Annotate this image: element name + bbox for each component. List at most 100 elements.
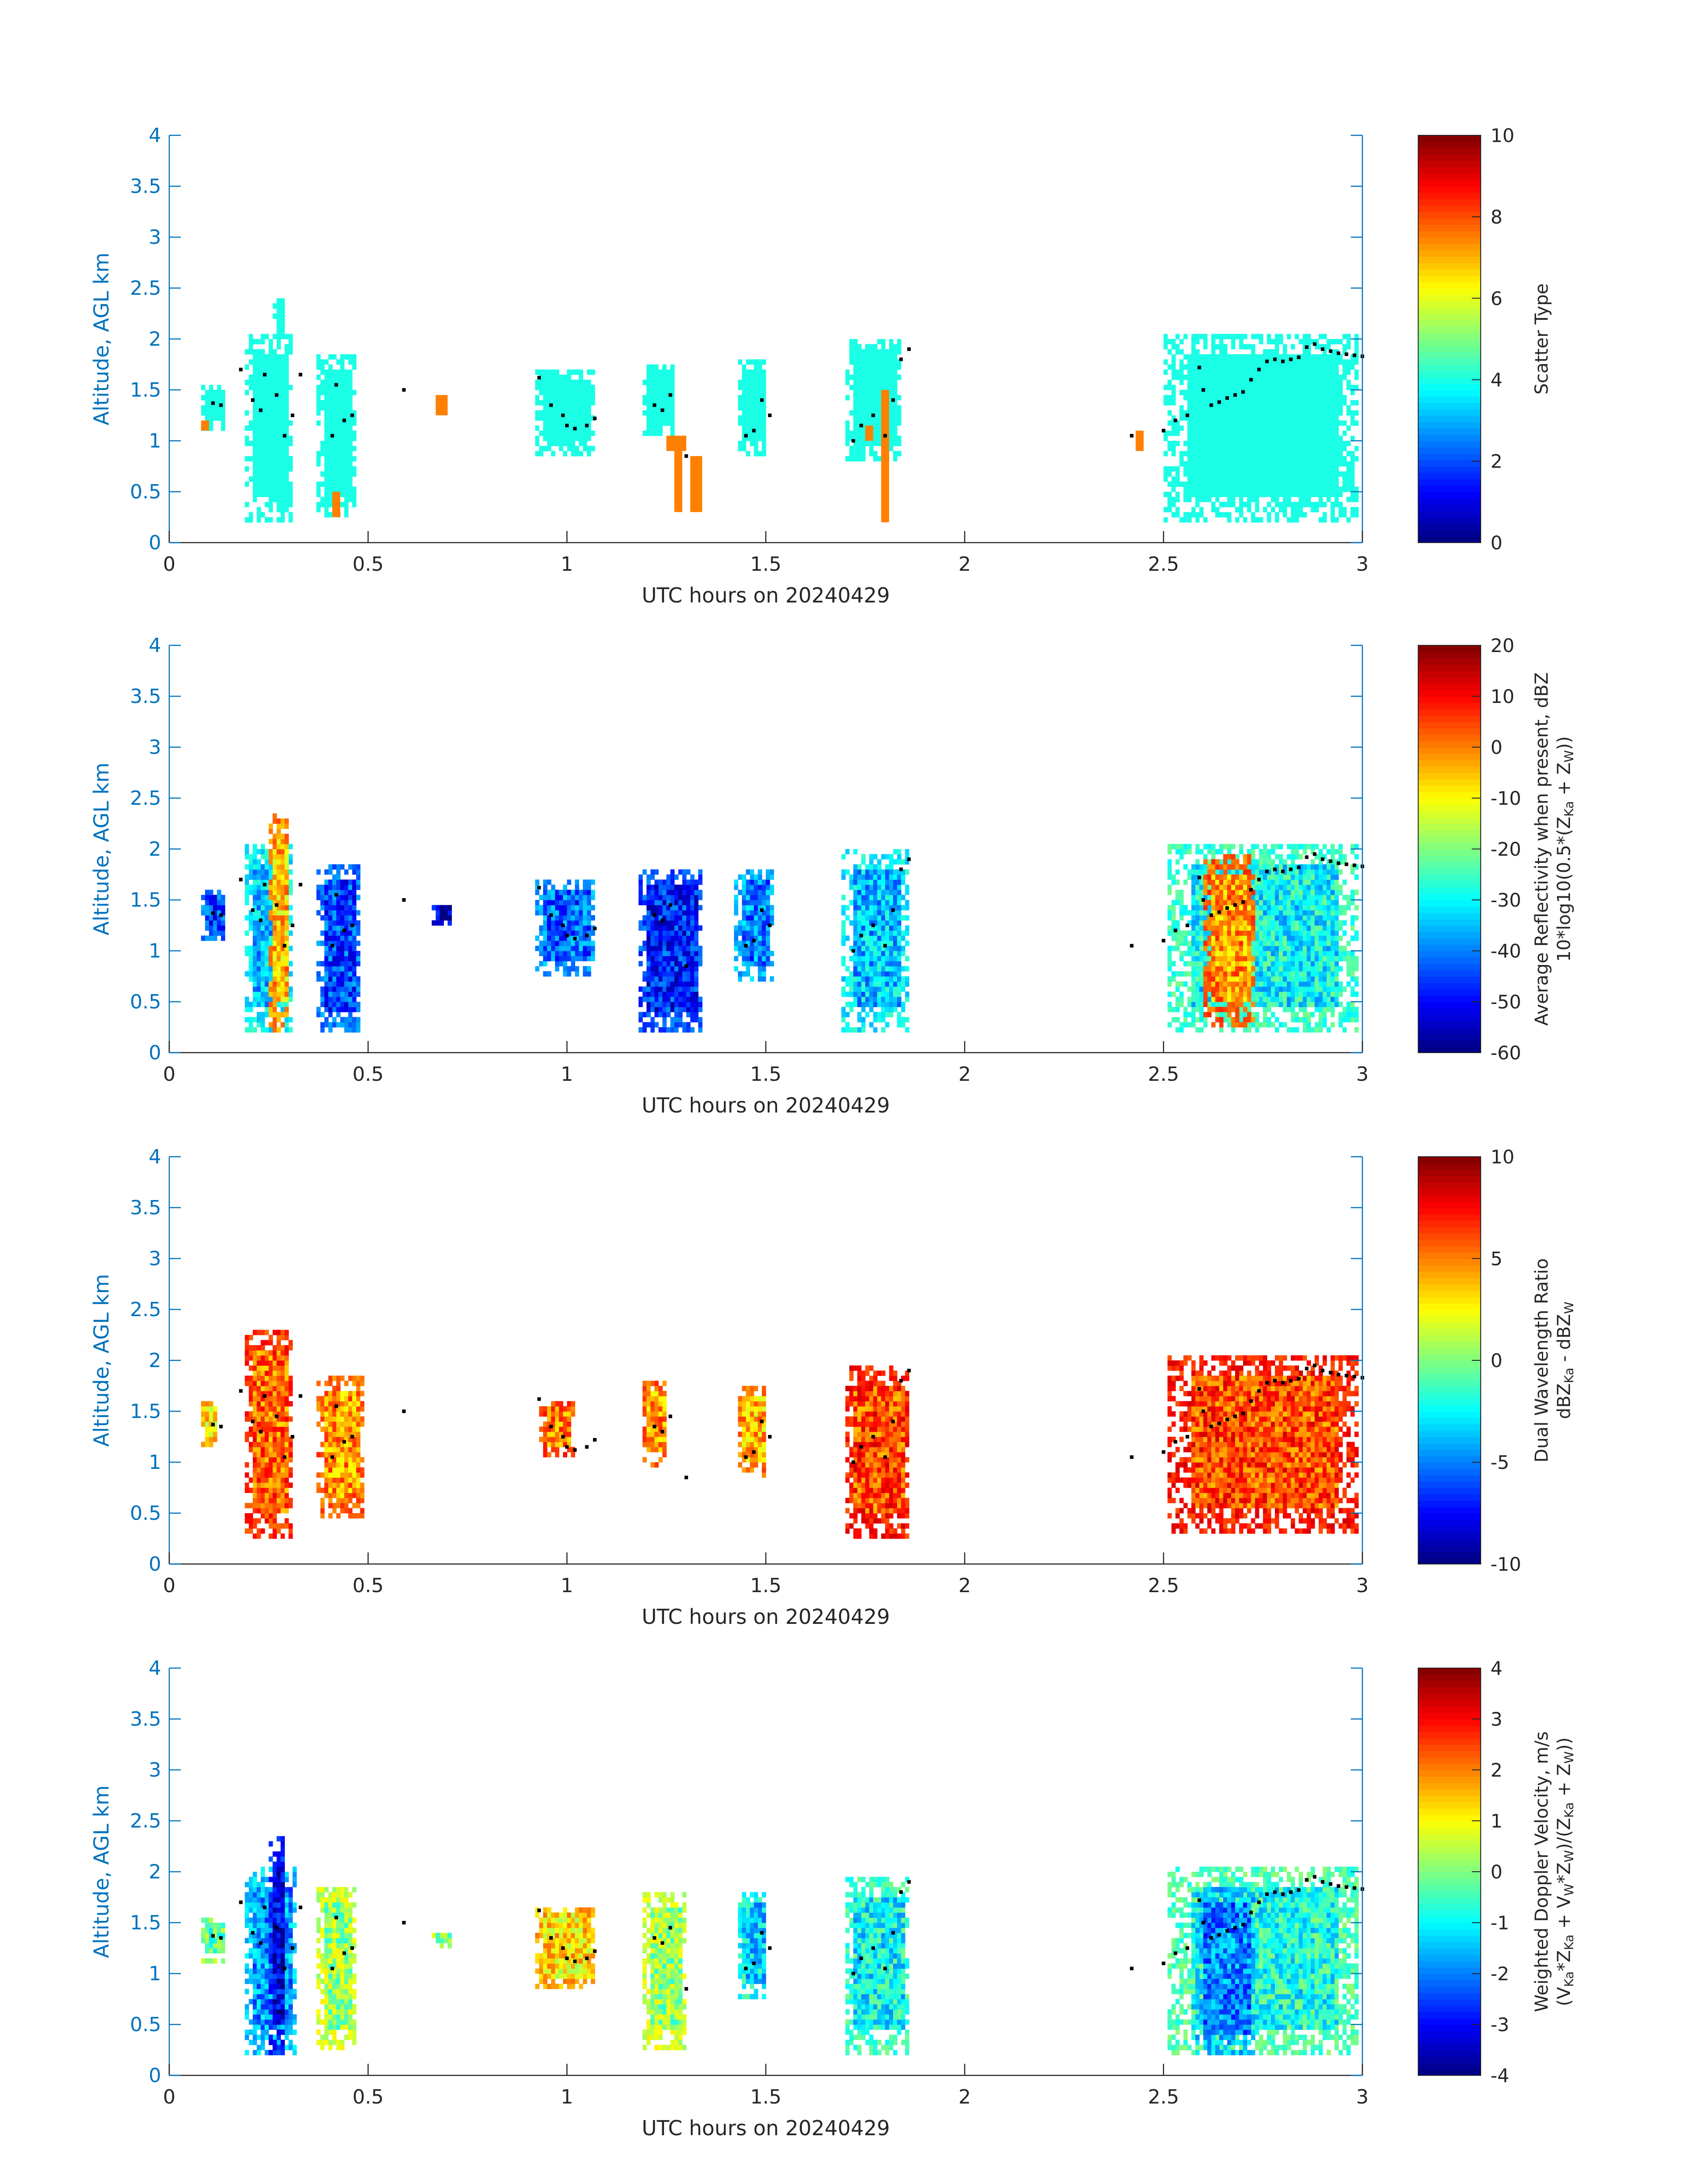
data-cell bbox=[1315, 492, 1319, 497]
data-cell bbox=[750, 925, 754, 931]
data-cell bbox=[690, 946, 695, 951]
data-cell bbox=[543, 369, 547, 375]
data-cell bbox=[1342, 471, 1347, 477]
data-cell bbox=[690, 966, 695, 971]
data-cell bbox=[742, 369, 747, 375]
data-cell bbox=[265, 874, 269, 880]
data-cell bbox=[265, 410, 269, 416]
data-cell bbox=[579, 380, 583, 385]
data-cell bbox=[1275, 517, 1279, 523]
data-cell bbox=[734, 966, 739, 971]
data-cell bbox=[655, 930, 659, 936]
data-cell bbox=[690, 997, 695, 1002]
data-cell bbox=[579, 415, 583, 421]
colorbar-label: Scatter Type bbox=[1532, 284, 1552, 395]
data-cell bbox=[261, 890, 265, 895]
data-cell bbox=[280, 839, 285, 844]
data-cell bbox=[583, 436, 587, 441]
data-cell bbox=[209, 405, 213, 410]
data-cell bbox=[674, 936, 679, 941]
data-cell bbox=[1291, 517, 1295, 523]
data-cell bbox=[869, 344, 874, 349]
data-cell bbox=[1235, 354, 1240, 360]
data-cell bbox=[276, 946, 281, 951]
data-cell bbox=[1247, 364, 1252, 370]
colorbar-segment bbox=[1418, 358, 1481, 365]
data-cell bbox=[698, 961, 703, 966]
data-cell bbox=[762, 920, 766, 926]
data-cell bbox=[332, 925, 337, 931]
data-cell bbox=[352, 492, 357, 497]
data-cell bbox=[1235, 461, 1240, 467]
data-cell bbox=[1203, 426, 1208, 431]
data-cell bbox=[273, 879, 277, 885]
data-cell bbox=[591, 951, 595, 956]
data-cell bbox=[205, 900, 209, 905]
data-cell bbox=[1335, 456, 1339, 461]
data-cell bbox=[1327, 375, 1331, 380]
data-cell bbox=[873, 390, 877, 395]
data-cell bbox=[245, 900, 249, 905]
data-cell bbox=[1199, 512, 1204, 518]
data-cell bbox=[686, 900, 691, 905]
data-cell bbox=[344, 920, 349, 926]
data-cell bbox=[1227, 426, 1232, 431]
data-cell bbox=[1231, 385, 1236, 390]
data-cell bbox=[352, 885, 357, 890]
data-cell bbox=[1335, 415, 1339, 421]
data-cell bbox=[336, 400, 341, 406]
data-cell bbox=[881, 364, 885, 370]
data-cell bbox=[1283, 431, 1287, 436]
data-cell bbox=[336, 870, 341, 875]
data-cell bbox=[1207, 390, 1212, 395]
data-cell bbox=[1171, 481, 1176, 487]
data-cell bbox=[249, 385, 253, 390]
data-cell bbox=[1251, 364, 1256, 370]
data-cell bbox=[893, 385, 898, 390]
data-cell bbox=[897, 420, 902, 426]
data-cell bbox=[1164, 360, 1168, 365]
data-cell bbox=[257, 400, 261, 406]
data-cell bbox=[659, 905, 663, 910]
data-cell bbox=[655, 385, 659, 390]
data-cell bbox=[1267, 502, 1271, 507]
data-cell bbox=[651, 961, 655, 966]
data-cell bbox=[1315, 354, 1319, 360]
data-cell bbox=[563, 951, 568, 956]
colorbar-segment bbox=[1418, 415, 1481, 422]
data-cell bbox=[762, 380, 766, 385]
data-cell bbox=[265, 966, 269, 971]
data-cell bbox=[1271, 364, 1275, 370]
data-cell bbox=[253, 492, 257, 497]
data-cell bbox=[1331, 426, 1335, 431]
data-cell bbox=[201, 410, 205, 416]
data-cell bbox=[897, 410, 902, 416]
data-cell bbox=[1279, 461, 1283, 467]
data-cell bbox=[348, 1007, 353, 1012]
data-cell bbox=[1243, 492, 1248, 497]
data-cell bbox=[1175, 481, 1180, 487]
data-cell bbox=[861, 991, 866, 997]
data-cell bbox=[1267, 431, 1271, 436]
data-cell bbox=[257, 905, 261, 910]
data-cell bbox=[734, 946, 739, 951]
data-cell bbox=[857, 380, 862, 385]
data-cell bbox=[873, 1017, 877, 1022]
data-cell bbox=[288, 420, 293, 426]
data-cell bbox=[1231, 344, 1236, 349]
data-cell bbox=[1299, 410, 1303, 416]
data-cell bbox=[877, 436, 881, 441]
data-cell bbox=[1211, 354, 1216, 360]
colorbar-segment bbox=[1418, 441, 1481, 448]
data-cell bbox=[269, 471, 273, 477]
data-cell bbox=[261, 900, 265, 905]
data-cell bbox=[853, 385, 858, 390]
data-cell bbox=[1211, 461, 1216, 467]
data-cell bbox=[336, 390, 341, 395]
data-cell bbox=[280, 324, 285, 329]
data-cell bbox=[869, 369, 874, 375]
data-cell bbox=[320, 400, 325, 406]
data-cell bbox=[682, 981, 687, 987]
data-cell bbox=[849, 879, 854, 885]
data-cell bbox=[587, 966, 591, 971]
